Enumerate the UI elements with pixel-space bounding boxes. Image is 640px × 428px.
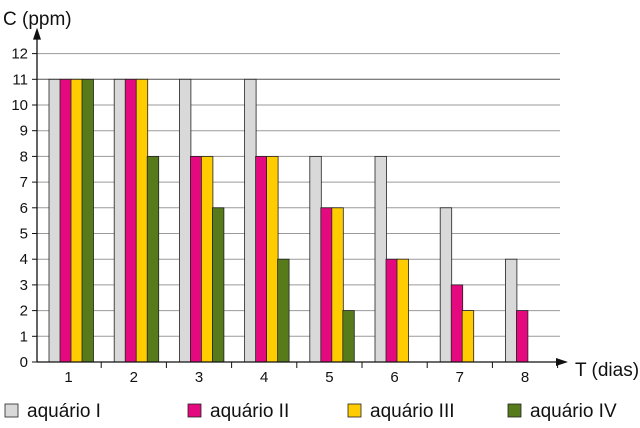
y-tick-label: 2: [20, 303, 28, 320]
axes: [32, 27, 568, 368]
bar: [48, 78, 61, 363]
bars: [48, 78, 529, 363]
x-tick-label: 2: [130, 369, 138, 386]
bar: [200, 155, 214, 363]
bar: [439, 207, 453, 363]
bar: [266, 155, 279, 363]
x-tick-label: 6: [390, 369, 398, 386]
bar: [135, 78, 149, 363]
y-tick-label: 4: [20, 251, 28, 268]
y-axis-arrow: [33, 27, 41, 40]
x-axis-arrow: [556, 358, 568, 366]
y-tick-label: 0: [20, 354, 28, 371]
legend-item: aquário IV: [507, 401, 617, 422]
y-tick-label: 5: [20, 226, 28, 243]
y-tick-label: 8: [20, 148, 28, 165]
legend-item: aquário I: [4, 401, 101, 422]
y-tick-label: 12: [11, 46, 28, 63]
y-tick-label: 11: [12, 71, 28, 88]
x-tick-label: 1: [64, 369, 72, 386]
bar: [59, 78, 72, 363]
bar: [309, 155, 322, 363]
bar: [396, 258, 409, 363]
bar: [450, 284, 464, 363]
bar: [189, 155, 203, 363]
y-tick-label: 1: [20, 328, 28, 345]
bar: [81, 78, 94, 363]
y-tick-label: 6: [20, 200, 28, 217]
bar: [211, 207, 225, 363]
x-tick-label: 4: [260, 369, 268, 386]
legend-swatch: [187, 403, 202, 418]
bar: [461, 310, 475, 363]
y-axis-title: C (ppm): [3, 9, 72, 30]
bar: [385, 258, 398, 363]
legend-swatch: [4, 403, 19, 418]
legend-label: aquário I: [27, 401, 101, 422]
x-tick-label: 8: [521, 369, 529, 386]
legend-label: aquário IV: [530, 401, 617, 422]
legend-swatch: [507, 403, 522, 418]
x-tick-label: 5: [325, 369, 333, 386]
bar: [504, 258, 518, 363]
y-tick-label: 9: [20, 123, 28, 140]
x-tick-label: 3: [195, 369, 203, 386]
legend-label: aquário II: [210, 401, 289, 422]
legend-item: aquário II: [187, 401, 289, 422]
bar: [70, 78, 83, 363]
bar: [244, 78, 257, 363]
bar: [255, 155, 268, 363]
bar: [124, 78, 138, 363]
legend: aquário I aquário II aquário III aquário IV: [4, 401, 617, 422]
y-tick-label: 7: [20, 174, 28, 191]
bar: [178, 78, 192, 363]
y-tick-label: 10: [11, 97, 28, 114]
legend-label: aquário III: [370, 401, 455, 422]
bar: [516, 310, 529, 363]
bar: [113, 78, 127, 363]
bar: [277, 258, 290, 363]
legend-swatch: [347, 403, 362, 418]
y-tick-label: 3: [20, 277, 28, 294]
bar: [374, 155, 387, 363]
bar: [342, 310, 355, 363]
x-tick-label: 7: [456, 369, 464, 386]
legend-item: aquário III: [347, 401, 455, 422]
bar: [146, 155, 160, 363]
bar: [320, 207, 333, 363]
x-axis-title: T (dias): [575, 360, 639, 381]
bar: [331, 207, 344, 363]
